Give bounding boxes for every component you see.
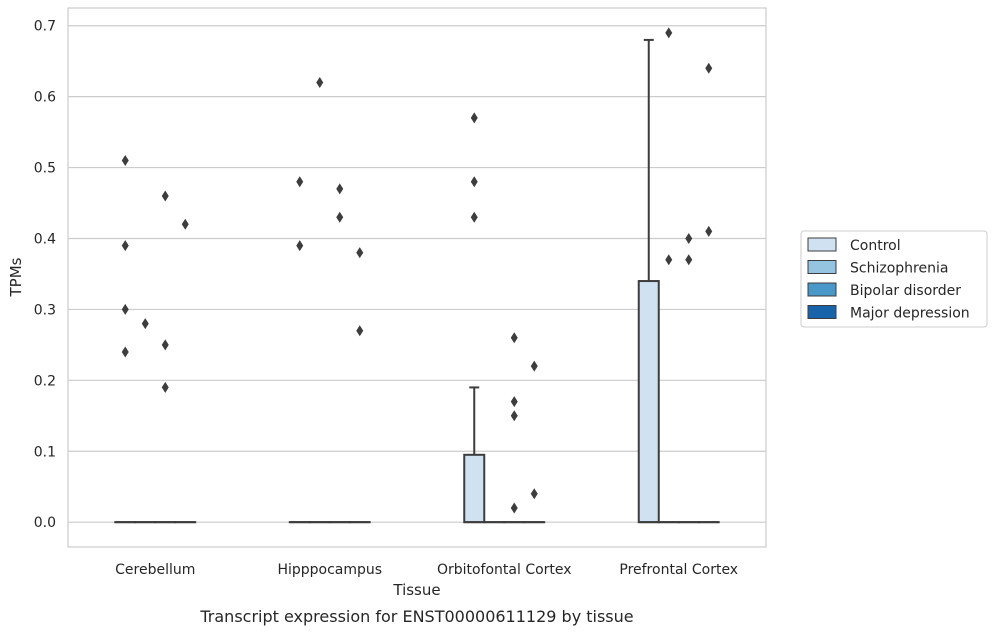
legend-label: Schizophrenia	[850, 261, 948, 277]
outlier-point	[511, 410, 518, 421]
legend-swatch	[808, 283, 836, 296]
box-control	[290, 176, 310, 522]
outlier-point	[511, 332, 518, 343]
legend-swatch	[808, 306, 836, 319]
x-tick-label: Cerebellum	[115, 562, 195, 578]
legend-swatch	[808, 238, 836, 251]
box-body	[639, 281, 659, 522]
outlier-point	[122, 304, 129, 315]
chart-caption: Transcript expression for ENST0000061112…	[199, 607, 633, 626]
plot-frame	[68, 8, 766, 547]
outlier-point	[531, 361, 538, 372]
outlier-point	[162, 339, 169, 350]
box-bipolar-disorder	[679, 233, 699, 522]
outlier-point	[356, 247, 363, 258]
outlier-point	[471, 212, 478, 223]
gridlines	[68, 26, 766, 522]
box-bipolar-disorder	[330, 183, 350, 522]
outlier-point	[471, 176, 478, 187]
outlier-point	[705, 63, 712, 74]
x-tick-label: Orbitofontal Cortex	[437, 562, 572, 578]
box-schizophrenia	[310, 77, 330, 522]
legend-label: Major depression	[850, 306, 970, 322]
boxes-layer	[115, 27, 719, 522]
box-bipolar-disorder	[504, 332, 524, 522]
x-tick-label: Hipppocampus	[277, 562, 382, 578]
y-tick-label: 0.4	[34, 231, 56, 247]
box-major-depression	[699, 63, 719, 522]
outlier-point	[162, 190, 169, 201]
y-axis-label: TPMs	[7, 257, 25, 297]
legend: Control Schizophrenia Bipolar disorder Majo…	[801, 231, 987, 327]
box-control	[639, 40, 659, 522]
box-bipolar-disorder	[155, 190, 175, 522]
outlier-point	[336, 183, 343, 194]
outlier-point	[142, 318, 149, 329]
outlier-point	[336, 212, 343, 223]
outlier-point	[122, 240, 129, 251]
y-tick-label: 0.1	[34, 444, 56, 460]
box-schizophrenia	[659, 27, 679, 522]
outlier-point	[665, 27, 672, 38]
outlier-point	[705, 226, 712, 237]
y-tick-label: 0.7	[34, 19, 56, 35]
y-tick-label: 0.0	[34, 515, 56, 531]
outlier-point	[122, 155, 129, 166]
legend-label: Control	[850, 238, 901, 254]
y-tick-label: 0.5	[34, 161, 56, 177]
box-major-depression	[350, 247, 370, 522]
x-tick-labels: Cerebellum Hipppocampus Orbitofontal Corte…	[115, 562, 738, 578]
outlier-point	[316, 77, 323, 88]
outlier-point	[665, 254, 672, 265]
outlier-point	[122, 346, 129, 357]
box-body	[464, 455, 484, 522]
legend-label: Bipolar disorder	[850, 283, 961, 299]
box-major-depression	[524, 361, 544, 523]
outlier-point	[531, 488, 538, 499]
y-tick-label: 0.3	[34, 302, 56, 318]
outlier-point	[296, 176, 303, 187]
outlier-point	[162, 382, 169, 393]
box-major-depression	[175, 219, 195, 522]
y-tick-labels: 0.0 0.1 0.2 0.3 0.4 0.5 0.6 0.7	[34, 19, 56, 531]
box-control	[115, 155, 135, 522]
outlier-point	[182, 219, 189, 230]
box-schizophrenia	[135, 318, 155, 522]
x-axis-label: Tissue	[392, 581, 440, 599]
outlier-point	[511, 396, 518, 407]
y-tick-label: 0.6	[34, 90, 56, 106]
legend-swatch	[808, 261, 836, 274]
y-tick-label: 0.2	[34, 373, 56, 389]
outlier-point	[296, 240, 303, 251]
outlier-point	[356, 325, 363, 336]
outlier-point	[511, 502, 518, 513]
box-control	[464, 112, 484, 522]
outlier-point	[685, 233, 692, 244]
x-tick-label: Prefrontal Cortex	[619, 562, 738, 578]
outlier-point	[471, 112, 478, 123]
outlier-point	[685, 254, 692, 265]
